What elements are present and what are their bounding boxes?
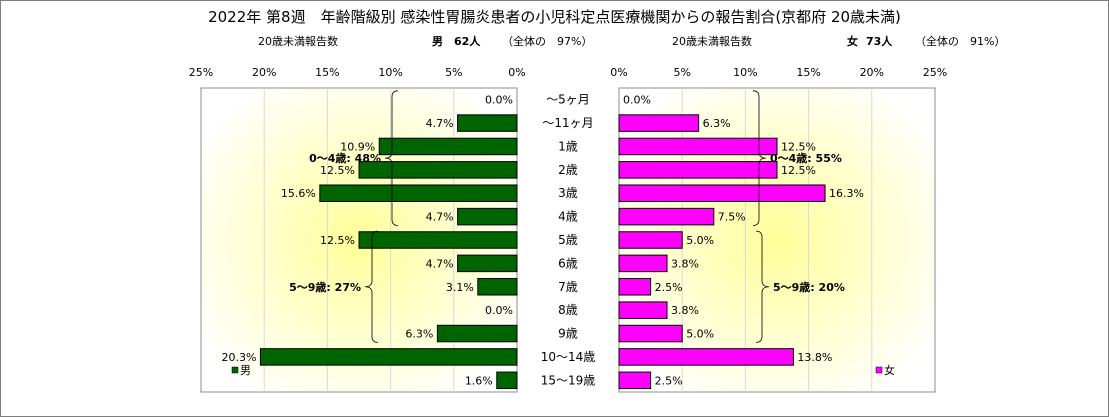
male-bar	[457, 207, 518, 226]
age-category-label: 15～19歳	[541, 373, 596, 387]
female-age-group-brace	[752, 90, 767, 226]
male-bar	[319, 184, 518, 202]
male-bar	[436, 324, 518, 343]
female-bar	[618, 161, 778, 179]
male-data-label: 3.1%	[446, 281, 474, 294]
female-bar	[618, 207, 715, 226]
age-category-label: 7歳	[558, 280, 578, 294]
female-data-label: 12.5%	[781, 140, 816, 153]
female-bar	[618, 184, 826, 202]
female-data-label: 12.5%	[781, 164, 816, 177]
chart-title: 2022年 第8週 年齢階級別 感染性胃腸炎患者の小児科定点医療機関からの報告割…	[208, 8, 901, 26]
female-age-group-annotation: 5～9歳: 20%	[773, 280, 845, 294]
age-category-label: 4歳	[558, 210, 578, 224]
male-tick-label: 15%	[315, 66, 339, 79]
female-tick-label: 10%	[733, 66, 757, 79]
male-share: （全体の 97%）	[502, 35, 593, 48]
age-category-label: 2歳	[558, 163, 578, 177]
female-data-label: 3.8%	[671, 257, 699, 270]
male-data-label: 1.6%	[465, 374, 493, 387]
female-share: （全体の 91%）	[915, 35, 1006, 48]
female-legend-swatch	[875, 366, 883, 374]
male-bar	[259, 348, 518, 366]
male-tick-label: 25%	[189, 66, 213, 79]
male-tick-label: 5%	[445, 66, 462, 79]
male-bar	[477, 278, 518, 296]
female-data-label: 3.8%	[671, 304, 699, 317]
female-bar	[618, 348, 794, 366]
female-sex-label: 女	[847, 35, 858, 48]
female-age-group-annotation: 0～4歳: 55%	[770, 151, 842, 165]
male-age-group-annotation: 5～9歳: 27%	[289, 280, 361, 294]
female-data-label: 0.0%	[623, 94, 651, 107]
male-data-label: 20.3%	[221, 351, 256, 364]
male-tick-label: 0%	[508, 66, 525, 79]
male-data-label: 4.7%	[426, 211, 454, 224]
female-age-group-brace	[755, 230, 770, 343]
female-data-label: 5.0%	[686, 234, 714, 247]
male-age-group-brace	[384, 90, 399, 226]
male-bar	[496, 371, 518, 390]
female-bar	[618, 137, 778, 156]
male-age-group-annotation: 0～4歳: 48%	[309, 151, 381, 165]
female-data-label: 13.8%	[797, 351, 832, 364]
male-tick-label: 10%	[378, 66, 402, 79]
male-data-label: 12.5%	[320, 234, 355, 247]
female-tick-label: 20%	[860, 66, 884, 79]
female-bar	[618, 254, 668, 273]
age-category-label: 8歳	[558, 303, 578, 317]
male-bar	[378, 137, 518, 156]
female-legend-label: 女	[884, 363, 895, 377]
female-count: 73人	[866, 35, 893, 48]
male-data-label: 4.7%	[426, 117, 454, 130]
male-tick-label: 20%	[252, 66, 276, 79]
male-data-label: 0.0%	[485, 94, 513, 107]
age-category-label: ～11ヶ月	[542, 116, 593, 130]
male-legend-label: 男	[240, 364, 251, 377]
female-report-count-label: 20歳未満報告数	[672, 35, 752, 48]
female-data-label: 5.0%	[686, 328, 714, 341]
age-category-label: 5歳	[558, 233, 578, 247]
male-data-label: 12.5%	[320, 164, 355, 177]
female-tick-label: 5%	[673, 66, 690, 79]
male-data-label: 4.7%	[426, 257, 454, 270]
male-bar	[457, 254, 518, 273]
male-bar	[457, 114, 518, 132]
male-legend-swatch	[231, 366, 239, 374]
male-report-count-label: 20歳未満報告数	[258, 35, 338, 48]
age-category-label: 10～14歳	[541, 350, 596, 364]
female-bar	[618, 371, 652, 390]
female-bar	[618, 278, 652, 296]
female-bar	[618, 301, 668, 319]
female-data-label: 16.3%	[829, 187, 864, 200]
male-count: 62人	[454, 35, 481, 48]
female-tick-label: 0%	[610, 66, 627, 79]
female-data-label: 2.5%	[655, 374, 683, 387]
male-data-label: 0.0%	[485, 304, 513, 317]
male-bar	[358, 161, 518, 179]
age-category-label: 9歳	[558, 327, 578, 341]
age-category-label: 6歳	[558, 256, 578, 270]
female-tick-label: 15%	[796, 66, 820, 79]
male-data-label: 10.9%	[340, 140, 375, 153]
age-category-label: ～5ヶ月	[546, 93, 590, 107]
female-bar	[618, 114, 700, 132]
male-bar	[358, 231, 518, 249]
age-category-label: 3歳	[558, 186, 578, 200]
male-data-label: 6.3%	[405, 328, 433, 341]
female-data-label: 2.5%	[655, 281, 683, 294]
female-bar	[618, 231, 683, 249]
male-data-label: 15.6%	[281, 187, 316, 200]
female-bar	[618, 324, 683, 343]
male-age-group-brace	[364, 230, 379, 343]
female-data-label: 6.3%	[703, 117, 731, 130]
age-category-label: 1歳	[558, 139, 578, 153]
female-tick-label: 25%	[923, 66, 947, 79]
male-sex-label: 男	[432, 35, 443, 48]
female-data-label: 7.5%	[718, 211, 746, 224]
